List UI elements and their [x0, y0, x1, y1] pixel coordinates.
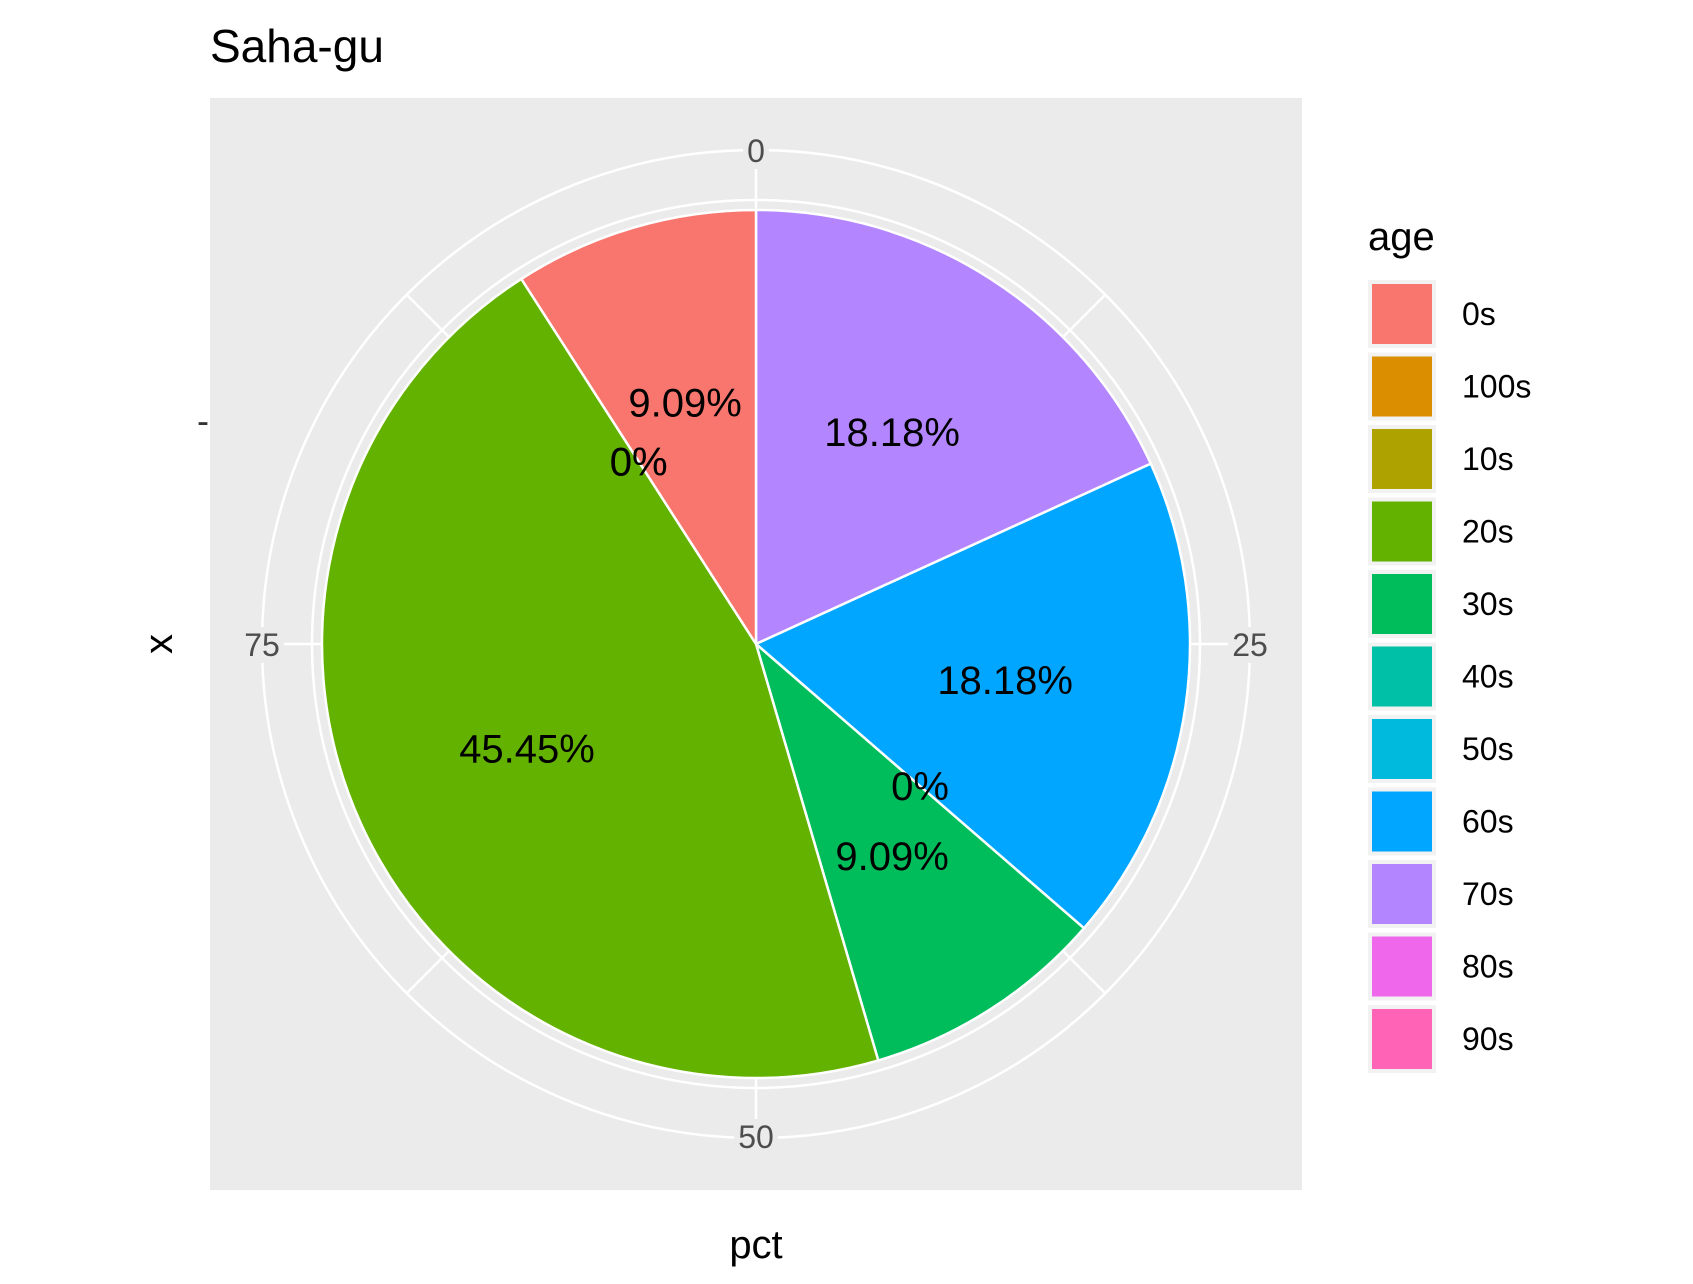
legend-swatch [1372, 1009, 1432, 1069]
angular-tick-75: 75 [244, 627, 280, 663]
legend-label: 90s [1462, 1021, 1514, 1057]
y-tick-label: - [197, 400, 209, 441]
legend-swatch [1372, 936, 1432, 997]
legend-swatch [1372, 574, 1432, 634]
legend-label: 50s [1462, 731, 1514, 767]
legend-item-70s: 70s [1368, 860, 1514, 928]
legend-label: 10s [1462, 441, 1514, 477]
angular-tick-bg [743, 133, 769, 169]
legend-item-20s: 20s [1368, 497, 1514, 566]
pie-slice-70s [754, 208, 1153, 646]
grid-spoke [405, 950, 450, 995]
angular-tick-bg [734, 1119, 778, 1155]
legend-item-0s: 0s [1368, 280, 1496, 348]
pie-slices [320, 208, 1192, 1080]
x-axis-title: pct [729, 1223, 782, 1267]
legend-items: 0s 100s 10s 20s 30s 40s 50s 60s 70s 80s 90s [1368, 280, 1531, 1073]
legend-item-100s: 100s [1368, 352, 1531, 421]
slice-label-0s: 9.09% [628, 381, 741, 425]
legend-title: age [1368, 215, 1435, 259]
legend-label: 100s [1462, 369, 1531, 405]
legend-swatch [1372, 719, 1432, 779]
slice-labels: 9.09%0%0%45.45%9.09%0%18.18%18.18% [459, 381, 1073, 878]
grid-spoke [1062, 293, 1107, 338]
grid-spoke [1062, 950, 1107, 995]
pie-slice-30s [753, 640, 1086, 1062]
slice-label-10s: 0% [610, 440, 668, 484]
legend-swatch [1372, 864, 1432, 924]
angular-tick-50: 50 [738, 1119, 774, 1155]
legend-label: 70s [1462, 876, 1514, 912]
angular-tick-bg [240, 627, 284, 663]
pie-slice-0s [519, 208, 758, 649]
legend-item-10s: 10s [1368, 425, 1514, 493]
legend-label: 40s [1462, 659, 1514, 695]
angular-tick-bg [1228, 627, 1272, 663]
legend-item-60s: 60s [1368, 787, 1514, 856]
legend-item-50s: 50s [1368, 715, 1514, 783]
legend-swatch [1372, 646, 1432, 707]
legend-swatch [1372, 356, 1432, 417]
legend-item-80s: 80s [1368, 932, 1514, 1001]
angular-tick-0: 0 [747, 133, 765, 169]
slice-label-70s: 18.18% [824, 411, 960, 455]
legend-item-90s: 90s [1368, 1005, 1514, 1073]
legend-label: 20s [1462, 514, 1514, 550]
legend-label: 80s [1462, 949, 1514, 985]
chart-title: Saha-gu [210, 20, 384, 72]
slice-label-30s: 9.09% [835, 835, 948, 879]
y-axis-title: x [137, 634, 181, 654]
grid-spoke [405, 293, 450, 338]
legend-item-30s: 30s [1368, 570, 1514, 638]
angular-tick-labels: 0 25 50 75 [240, 133, 1272, 1155]
legend-label: 30s [1462, 586, 1514, 622]
slice-label-50s: 0% [891, 765, 949, 809]
legend-swatch [1372, 501, 1432, 562]
angular-tick-25: 25 [1232, 627, 1268, 663]
legend-label: 0s [1462, 296, 1496, 332]
legend-item-40s: 40s [1368, 642, 1514, 711]
slice-label-20s: 45.45% [459, 728, 595, 772]
legend: age 0s 100s 10s 20s 30s 40s 50s 60s 70s 80s 90s [1368, 215, 1531, 1073]
pie-slice-20s [320, 277, 880, 1080]
slice-label-60s: 18.18% [937, 659, 1073, 703]
legend-swatch [1372, 284, 1432, 344]
legend-swatch [1372, 429, 1432, 489]
legend-swatch [1372, 791, 1432, 852]
slice-label-100s: 0% [610, 440, 668, 484]
legend-label: 60s [1462, 804, 1514, 840]
pie-slice-60s [753, 462, 1192, 930]
